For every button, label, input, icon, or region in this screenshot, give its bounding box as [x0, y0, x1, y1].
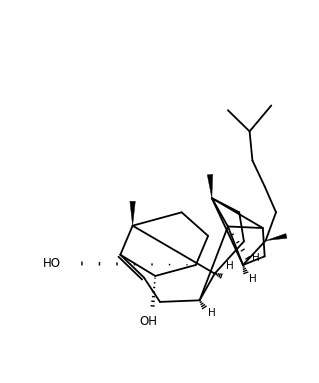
- Text: H: H: [226, 261, 234, 271]
- Text: OH: OH: [140, 315, 158, 328]
- Text: HO: HO: [43, 257, 61, 270]
- Polygon shape: [130, 201, 135, 226]
- Text: H: H: [249, 274, 256, 285]
- Text: H: H: [252, 253, 260, 263]
- Polygon shape: [207, 174, 213, 198]
- Polygon shape: [266, 234, 287, 241]
- Text: H: H: [208, 308, 216, 318]
